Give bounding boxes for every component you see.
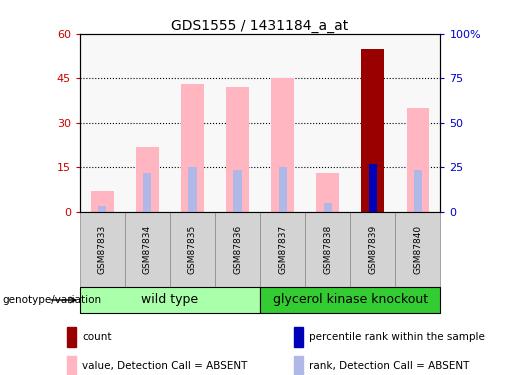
- Bar: [215, 212, 260, 287]
- Bar: [80, 287, 260, 313]
- Text: GSM87835: GSM87835: [188, 225, 197, 274]
- Bar: [188, 167, 197, 212]
- Bar: [414, 170, 422, 212]
- Text: GSM87838: GSM87838: [323, 225, 332, 274]
- Bar: [406, 108, 429, 212]
- Text: wild type: wild type: [142, 294, 198, 306]
- Bar: [350, 212, 396, 287]
- Bar: [91, 191, 114, 212]
- Bar: [170, 212, 215, 287]
- Text: GSM87837: GSM87837: [278, 225, 287, 274]
- Bar: [305, 212, 350, 287]
- Bar: [323, 203, 332, 212]
- Bar: [80, 212, 125, 287]
- Bar: [279, 167, 287, 212]
- Title: GDS1555 / 1431184_a_at: GDS1555 / 1431184_a_at: [171, 19, 349, 33]
- Bar: [294, 327, 303, 347]
- Bar: [125, 212, 170, 287]
- Bar: [396, 212, 440, 287]
- Bar: [271, 78, 294, 212]
- Text: rank, Detection Call = ABSENT: rank, Detection Call = ABSENT: [309, 361, 469, 371]
- Bar: [362, 49, 384, 212]
- Text: glycerol kinase knockout: glycerol kinase knockout: [272, 294, 428, 306]
- Bar: [226, 87, 249, 212]
- Bar: [316, 173, 339, 212]
- Text: GSM87839: GSM87839: [368, 225, 377, 274]
- Bar: [181, 84, 204, 212]
- Bar: [143, 173, 151, 212]
- Text: GSM87833: GSM87833: [98, 225, 107, 274]
- Text: value, Detection Call = ABSENT: value, Detection Call = ABSENT: [82, 361, 248, 371]
- Bar: [260, 212, 305, 287]
- Bar: [67, 356, 76, 375]
- Bar: [294, 356, 303, 375]
- Bar: [67, 327, 76, 347]
- Text: genotype/variation: genotype/variation: [3, 295, 101, 305]
- Text: percentile rank within the sample: percentile rank within the sample: [309, 332, 485, 342]
- Text: GSM87836: GSM87836: [233, 225, 242, 274]
- Bar: [369, 164, 377, 212]
- Text: count: count: [82, 332, 112, 342]
- Text: GSM87834: GSM87834: [143, 225, 152, 274]
- Bar: [136, 147, 159, 212]
- Bar: [98, 206, 107, 212]
- Bar: [260, 287, 440, 313]
- Text: GSM87840: GSM87840: [414, 225, 422, 274]
- Bar: [233, 170, 242, 212]
